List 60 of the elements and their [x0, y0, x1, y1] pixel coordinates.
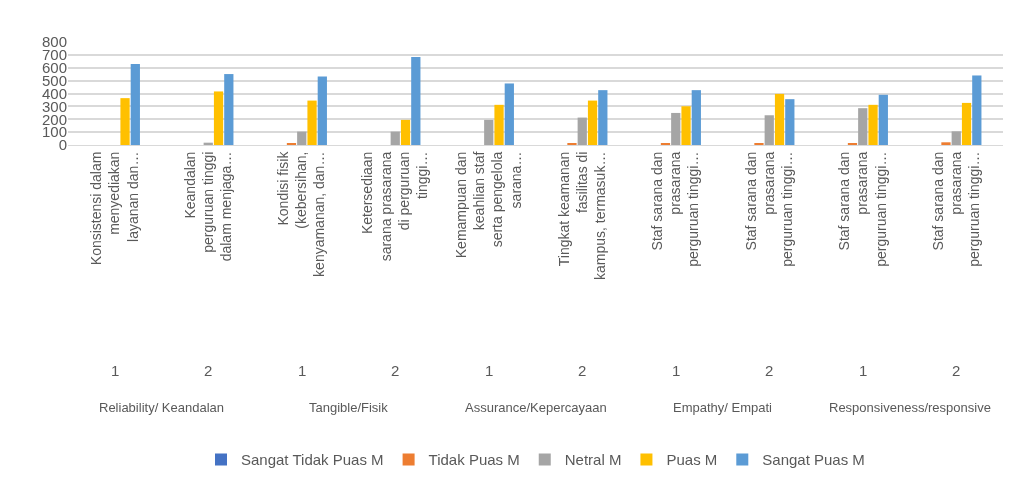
y-tick-label: 0	[58, 136, 67, 154]
bar	[764, 115, 774, 145]
bar	[878, 94, 888, 145]
bar	[130, 64, 140, 145]
bar	[307, 100, 317, 145]
x-tick-label: Tingkat keamanan fasilitas di kampus, termasuk…	[555, 151, 608, 280]
x-tick-label: Ketersediaan sarana prasarana di perguruan tinggi…	[359, 151, 431, 262]
bar	[961, 102, 972, 145]
bar	[411, 57, 421, 145]
x-tick-label: Kondisi fisik (kebersihan, kenyamanan, dan…	[275, 150, 328, 277]
x-tick-label: Keandalan perguruan tinggi dalam menjaga…	[181, 151, 234, 262]
text: 1	[672, 362, 681, 379]
bar	[774, 93, 785, 145]
bar	[213, 91, 224, 145]
bar	[598, 90, 608, 145]
text: 2	[765, 362, 774, 379]
text: 2	[952, 362, 961, 379]
x-tick-label: Staf sarana dan prasarana perguruan tinggi…	[742, 151, 795, 267]
legend-label: Tidak Puas M	[428, 451, 520, 469]
bar	[941, 142, 951, 145]
x-tick-label: Konsistensi dalam menyediakan layanan dan…	[88, 151, 141, 266]
text: 2	[204, 362, 213, 379]
text: Responsiveness/responsive	[829, 400, 991, 415]
text: Assurance/Kepercayaan	[465, 400, 607, 415]
bar	[224, 74, 234, 145]
text: 1	[859, 362, 868, 379]
x-tick-label: Staf sarana dan prasarana perguruan tinggi…	[836, 151, 889, 267]
text: Tangible/Fisik	[309, 400, 389, 415]
bar	[972, 75, 982, 145]
text: Empathy/ Empati	[673, 400, 773, 415]
x-tick-label: Staf sarana dan prasarana perguruan tinggi…	[929, 151, 982, 267]
bar	[691, 90, 701, 145]
bar	[484, 119, 494, 145]
legend-label: Sangat Puas M	[762, 451, 865, 469]
legend-label: Sangat Tidak Puas M	[241, 451, 384, 469]
bar	[120, 98, 130, 145]
bar	[587, 100, 598, 145]
bar	[868, 104, 878, 145]
bar	[297, 131, 307, 145]
bar	[671, 112, 681, 145]
bar	[951, 131, 961, 145]
bar	[681, 106, 691, 145]
bar	[577, 117, 587, 145]
text: Reliability/ Keandalan	[99, 400, 225, 415]
bar	[400, 119, 411, 145]
text: 2	[391, 362, 400, 379]
bar	[494, 104, 504, 145]
bar	[858, 108, 868, 145]
bar	[504, 83, 514, 145]
legend-label: Netral M	[564, 451, 622, 469]
bar	[317, 76, 327, 145]
text: 1	[485, 362, 494, 379]
text: 1	[298, 362, 307, 379]
bar	[785, 99, 795, 145]
text: 1	[111, 362, 120, 379]
x-tick-label: Staf sarana dan prasarana perguruan tinggi…	[649, 151, 702, 267]
x-tick-label: Kemampuan dan keahlian staf serta pengelola sarana…	[453, 151, 524, 259]
legend-label: Puas M	[666, 451, 718, 469]
text: 2	[578, 362, 587, 379]
bar	[390, 131, 400, 145]
